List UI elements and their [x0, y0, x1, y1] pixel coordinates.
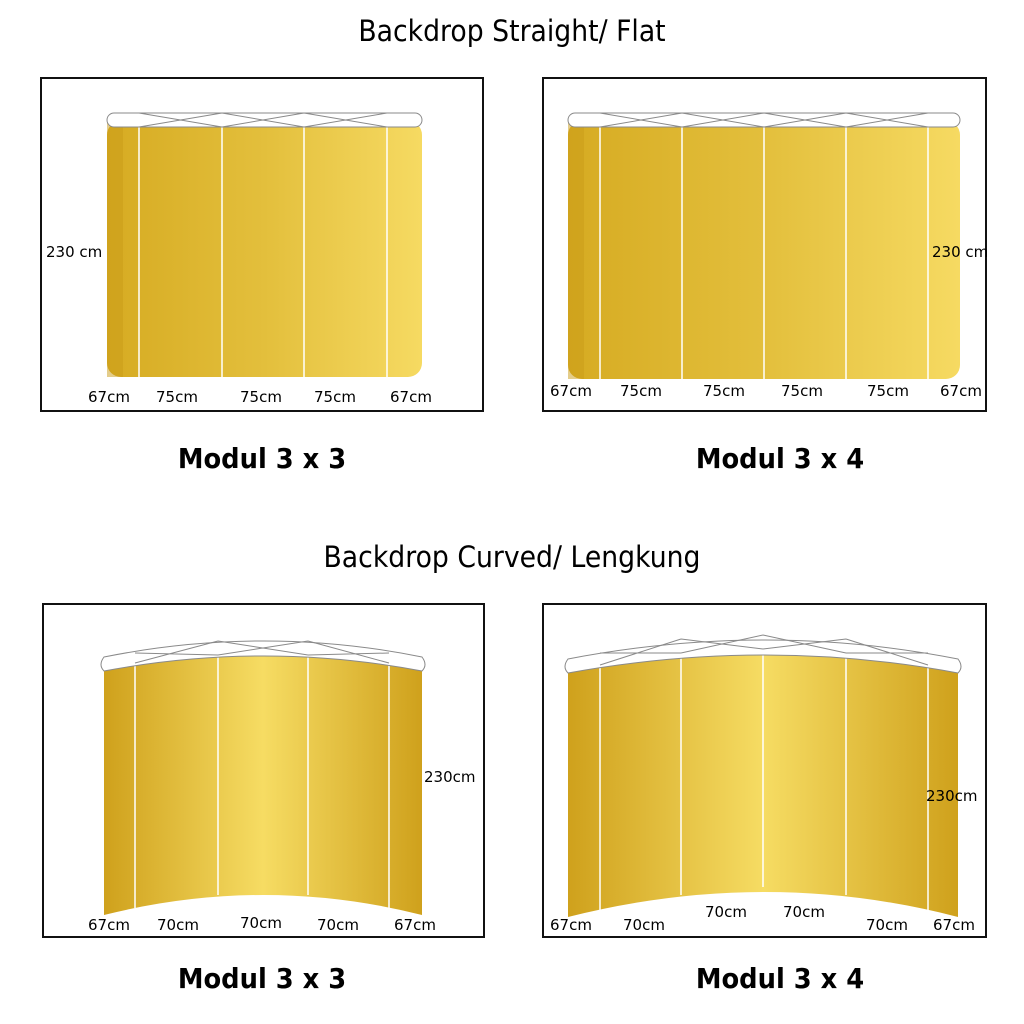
section-title-curved: Backdrop Curved/ Lengkung — [323, 540, 701, 574]
width-label-1: 67cm — [88, 916, 130, 934]
width-label-3: 70cm — [705, 903, 747, 921]
width-label-6: 67cm — [933, 916, 975, 934]
top-frame — [106, 112, 423, 128]
caption-flat-3x3: Modul 3 x 3 — [177, 442, 347, 475]
diagram-curved-3x4: 230cm 67cm 70cm 70cm 70cm 70cm 67cm — [542, 603, 987, 938]
width-label-2: 75cm — [156, 388, 198, 406]
backdrop-fabric — [104, 648, 422, 915]
width-label-2: 75cm — [620, 382, 662, 400]
top-frame — [567, 112, 961, 128]
width-label-6: 67cm — [940, 382, 982, 400]
width-label-4: 70cm — [317, 916, 359, 934]
section-title-flat: Backdrop Straight/ Flat — [358, 14, 666, 48]
panel-seams — [138, 127, 388, 377]
width-label-5: 70cm — [866, 916, 908, 934]
height-label: 230cm — [424, 768, 476, 786]
panel-seams — [134, 651, 390, 908]
width-label-2: 70cm — [157, 916, 199, 934]
panel-seams — [599, 127, 929, 379]
width-label-3: 75cm — [703, 382, 745, 400]
caption-flat-3x4: Modul 3 x 4 — [695, 442, 865, 475]
caption-curved-3x3: Modul 3 x 3 — [177, 962, 347, 995]
backdrop-curved-3x3-illustration — [100, 640, 426, 915]
backdrop-flat-3x3-illustration — [106, 112, 423, 377]
top-frame — [100, 640, 426, 672]
backdrop-curved-3x4-illustration — [564, 634, 962, 917]
width-label-5: 67cm — [394, 916, 436, 934]
width-label-4: 70cm — [783, 903, 825, 921]
caption-curved-3x4: Modul 3 x 4 — [695, 962, 865, 995]
top-frame — [564, 634, 962, 674]
end-cap-left — [107, 121, 123, 377]
width-label-4: 75cm — [314, 388, 356, 406]
width-label-3: 75cm — [240, 388, 282, 406]
width-label-5: 75cm — [867, 382, 909, 400]
width-label-4: 75cm — [781, 382, 823, 400]
height-label: 230 cm — [932, 243, 989, 261]
diagram-flat-3x3: 230 cm 67cm 75cm 75cm 75cm 67cm — [40, 77, 484, 412]
backdrop-fabric — [107, 121, 422, 377]
panel-seams — [599, 645, 929, 911]
width-label-1: 67cm — [550, 382, 592, 400]
height-label: 230cm — [926, 787, 978, 805]
width-label-1: 67cm — [550, 916, 592, 934]
end-cap-left — [568, 121, 584, 379]
width-label-3: 70cm — [240, 914, 282, 932]
height-label: 230 cm — [46, 243, 103, 261]
diagram-flat-3x4: 230 cm 67cm 75cm 75cm 75cm 75cm 67cm — [542, 77, 989, 412]
width-label-5: 67cm — [390, 388, 432, 406]
width-label-1: 67cm — [88, 388, 130, 406]
diagram-curved-3x3: 230cm 67cm 70cm 70cm 70cm 67cm — [42, 603, 485, 938]
width-label-2: 70cm — [623, 916, 665, 934]
backdrop-flat-3x4-illustration — [567, 112, 961, 379]
